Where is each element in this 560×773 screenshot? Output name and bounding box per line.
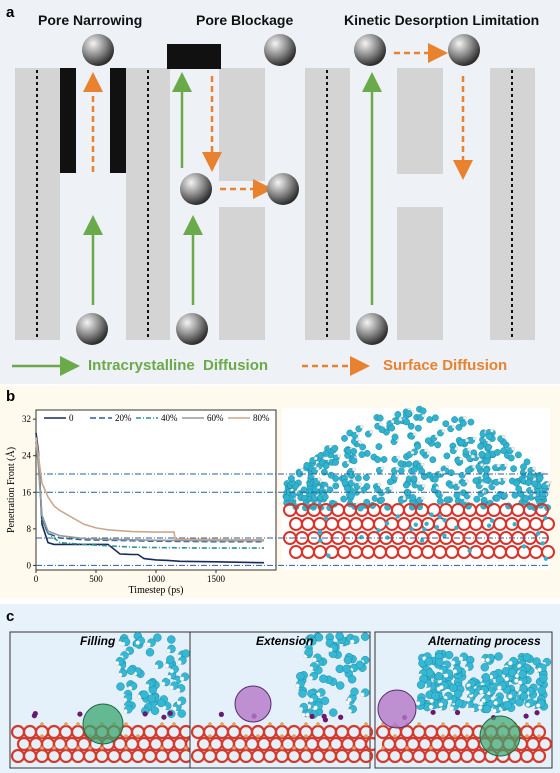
molecule <box>82 34 114 66</box>
panel-a-pore-mechanisms: a Pore Narrowing Pore Blockage Kinetic D… <box>0 0 560 384</box>
y-tick-label: 0 <box>27 560 32 570</box>
x-tick-label: 0 <box>34 574 39 584</box>
surface-diffusion-arrows <box>83 43 473 199</box>
caption-alternating-process: Alternating process <box>428 634 541 648</box>
molecule <box>176 313 208 345</box>
caption-filling: Filling <box>80 634 116 648</box>
panel-a-label: a <box>6 4 15 21</box>
narrowing-block <box>60 68 76 173</box>
y-tick-label: 32 <box>22 414 31 424</box>
x-tick-label: 1500 <box>207 574 226 584</box>
x-tick-label: 500 <box>89 574 103 584</box>
blockage-block <box>167 44 221 69</box>
series-line-20pct <box>35 437 264 543</box>
panel-c-label: c <box>6 608 15 625</box>
legend-entry: 0 <box>69 413 74 423</box>
legend-surface-diffusion: Surface Diffusion <box>383 357 508 374</box>
molecule <box>180 173 212 205</box>
title-pore-blockage: Pore Blockage <box>196 12 294 28</box>
molecule <box>264 34 296 66</box>
panel-c-snapshots: c Filling Extension Alternating process <box>0 604 560 773</box>
legend-entry: 40% <box>161 413 178 423</box>
wall <box>397 68 443 174</box>
series-line-80pct <box>35 437 264 541</box>
legend-entry: 60% <box>207 413 224 423</box>
y-tick-label: 24 <box>22 451 32 461</box>
narrowing-block <box>110 68 126 173</box>
panel-b-penetration-chart: b 0 500 1000 1500 0 8 16 24 32 Timestep (ps) Penet… <box>0 386 560 598</box>
molecules <box>76 34 480 345</box>
penetration-front-plot: 0 500 1000 1500 0 8 16 24 32 Timestep (ps) Penetra… <box>5 405 555 596</box>
panel-b-label: b <box>6 388 16 405</box>
legend-intracrystalline-diffusion: Intracrystalline Diffusion <box>88 357 269 374</box>
title-kinetic-desorption: Kinetic Desorption Limitation <box>344 12 540 28</box>
y-axis-label: Penetration Front (Å) <box>5 447 17 533</box>
title-pore-narrowing: Pore Narrowing <box>38 12 143 28</box>
wall-centerlines <box>36 70 513 338</box>
pore-mechanism-diagram <box>12 34 535 376</box>
molecule <box>267 173 299 205</box>
molecule <box>448 34 480 66</box>
series-line-0 <box>35 432 265 564</box>
md-snapshot <box>282 405 555 570</box>
intracrystalline-arrows <box>83 72 382 305</box>
wall <box>219 68 265 181</box>
molecule <box>356 313 388 345</box>
y-tick-label: 8 <box>27 524 32 534</box>
molecule <box>76 313 108 345</box>
legend-entry: 20% <box>115 413 132 423</box>
legend-entry: 80% <box>253 413 270 423</box>
wall <box>219 207 265 340</box>
x-tick-label: 1000 <box>147 574 166 584</box>
caption-extension: Extension <box>256 634 314 648</box>
y-tick-label: 16 <box>22 487 32 497</box>
wall <box>397 207 443 340</box>
x-axis-label: Timestep (ps) <box>129 585 184 596</box>
series-line-60pct <box>35 441 264 542</box>
plot-area <box>35 409 277 571</box>
molecule <box>354 34 386 66</box>
process-snapshots <box>9 631 553 769</box>
series-line-40pct <box>35 441 264 549</box>
